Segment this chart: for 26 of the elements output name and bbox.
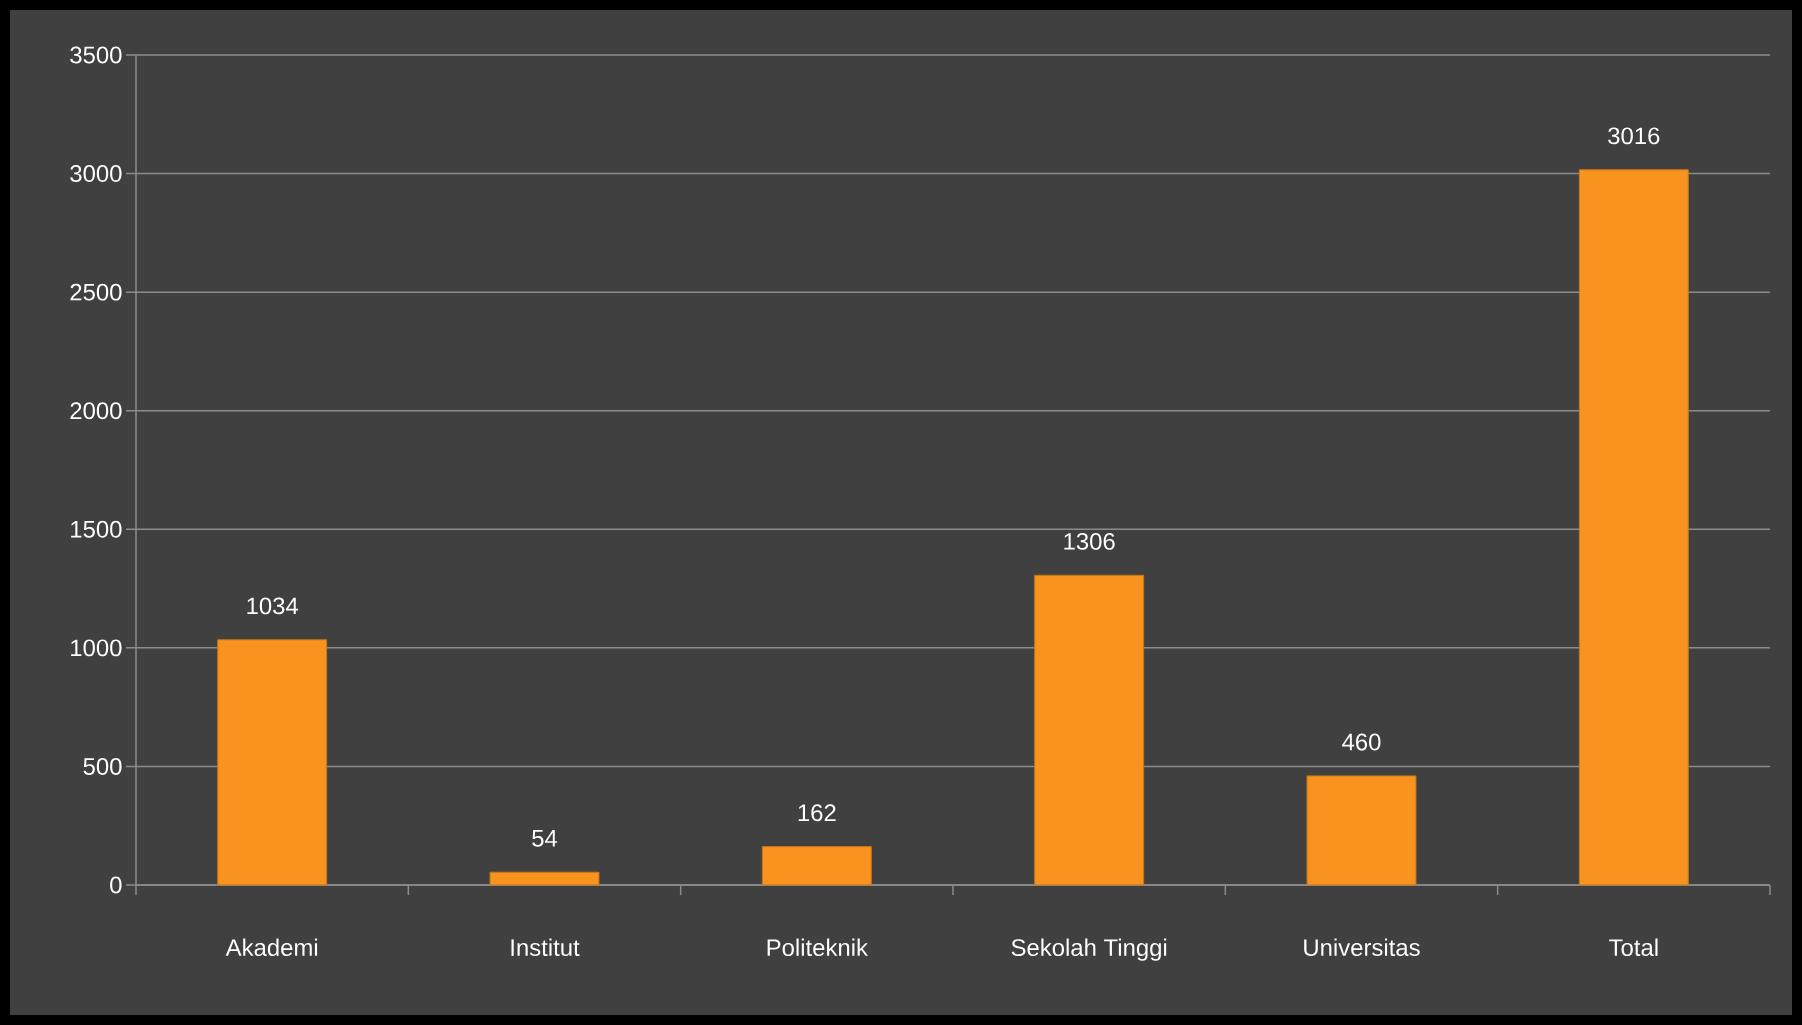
data-label: 460 <box>1342 733 1381 751</box>
bar <box>761 846 872 886</box>
y-tick-label: 1000 <box>71 639 122 657</box>
bar <box>489 871 600 886</box>
y-tick-label: 2000 <box>70 402 122 420</box>
x-tick-label: Universitas <box>1304 938 1420 957</box>
data-label: 162 <box>798 804 836 822</box>
data-label: 3016 <box>1608 127 1660 145</box>
bar <box>1306 775 1417 886</box>
data-label: 54 <box>532 830 558 847</box>
x-tick-label: Politeknik <box>767 938 869 957</box>
x-tick-label: Sekolah Tinggi <box>1011 938 1167 961</box>
bar <box>217 639 328 886</box>
y-tick-label: 3000 <box>70 165 122 183</box>
y-tick-label: 3500 <box>70 46 122 64</box>
x-tick-label: Institut <box>511 938 580 957</box>
bar <box>1578 169 1689 886</box>
y-tick-label: 1500 <box>71 520 122 538</box>
y-tick-label: 500 <box>83 757 122 775</box>
data-label: 1034 <box>247 597 299 615</box>
x-tick-label: Total <box>1609 938 1658 957</box>
data-label: 1306 <box>1064 532 1115 550</box>
x-tick-label: Akademi <box>225 938 318 957</box>
y-tick-label: 0 <box>110 876 122 894</box>
y-tick-label: 2500 <box>70 283 122 301</box>
bar <box>1034 574 1145 886</box>
